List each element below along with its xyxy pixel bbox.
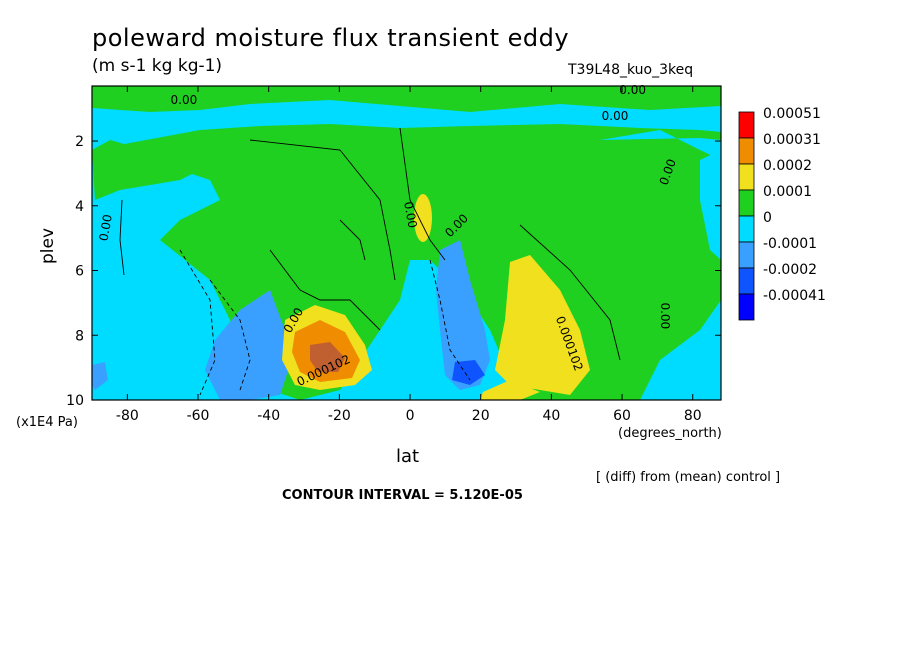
contour-line xyxy=(179,249,216,396)
fill-top-band xyxy=(92,86,721,112)
contour-label: 0.00 xyxy=(97,213,115,242)
contour-line xyxy=(119,199,125,276)
x-axis-units: (degrees_north) xyxy=(618,426,722,441)
contour-lines xyxy=(119,127,621,396)
contour-fill xyxy=(92,86,721,400)
legend-label: 0.00031 xyxy=(763,132,821,148)
fill-left-small-negative xyxy=(92,362,108,390)
legend-label: 0.00051 xyxy=(763,106,821,122)
legend: 0.00051 0.00031 0.0002 0.0001 0 -0.0001 -0.000… xyxy=(738,106,826,321)
y-tick-label: 10 xyxy=(66,393,84,409)
legend-swatch xyxy=(738,137,755,165)
contour-label: 0.00 xyxy=(401,200,419,229)
x-tick-label: 0 xyxy=(406,408,415,424)
x-tick-label: 20 xyxy=(472,408,490,424)
fill-sh-positive-core xyxy=(310,342,345,372)
plot-frame xyxy=(91,85,722,401)
contour-interval: CONTOUR INTERVAL = 5.120E-05 xyxy=(282,488,523,503)
fill-sh-negative-lobe xyxy=(205,290,290,400)
y-tick-label: 8 xyxy=(75,328,84,344)
y-tick-label: 4 xyxy=(75,199,84,215)
contour-line xyxy=(269,249,381,331)
contour-label: 0.00 xyxy=(171,93,198,107)
x-tick-label: -40 xyxy=(257,408,280,424)
legend-label: -0.0001 xyxy=(763,236,817,252)
y-tick-label: 6 xyxy=(75,264,84,280)
fill-right-negative-mid xyxy=(700,150,721,260)
run-id: T39L48_kuo_3keq xyxy=(568,62,694,78)
legend-label: 0 xyxy=(763,210,772,226)
legend-swatch xyxy=(738,215,755,243)
legend-swatch xyxy=(738,163,755,191)
x-axis-label: lat xyxy=(396,446,420,467)
legend-swatch xyxy=(738,267,755,295)
fill-nh-strong-negative xyxy=(452,360,485,385)
contour-line xyxy=(209,279,251,391)
y-tick-label: 2 xyxy=(75,134,84,150)
legend-swatch xyxy=(738,293,755,321)
x-tick-label: -80 xyxy=(116,408,139,424)
fill-right-negative-upper xyxy=(600,130,721,160)
chart-title: poleward moisture flux transient eddy xyxy=(92,24,570,52)
diff-note: [ (diff) from (mean) control ] xyxy=(596,470,781,485)
legend-swatch xyxy=(738,189,755,217)
x-tick-label: -60 xyxy=(187,408,210,424)
fill-left-positive xyxy=(92,140,200,200)
x-tick-label: 60 xyxy=(613,408,631,424)
legend-swatch xyxy=(738,241,755,269)
legend-label: -0.00041 xyxy=(763,288,826,304)
fill-equator-positive-blob xyxy=(414,194,432,242)
legend-swatch xyxy=(738,111,755,139)
chart-units: (m s-1 kg kg-1) xyxy=(92,56,223,76)
contour-label: 0.00 xyxy=(619,83,646,97)
x-tick-label: 80 xyxy=(684,408,702,424)
contour-labels: 0.000.000.000.00 0.00 0.000.000.000.00 0.00… xyxy=(97,83,679,389)
contour-line xyxy=(339,219,366,261)
fill-nh-negative-lobe xyxy=(436,240,490,390)
contour-line xyxy=(429,259,471,381)
contour-label: 0.00 xyxy=(602,109,629,123)
y-axis: 2 4 6 8 10 xyxy=(66,134,721,409)
contour-line xyxy=(519,224,621,361)
x-axis: -80 -60 -40 -20 0 20 40 60 80 xyxy=(116,86,702,424)
contour-line xyxy=(249,139,396,281)
contour-label: 0.00 xyxy=(658,302,672,329)
y-axis-units: (x1E4 Pa) xyxy=(16,415,78,430)
legend-label: 0.0001 xyxy=(763,184,812,200)
fill-nh-positive-lobe xyxy=(495,255,590,395)
fill-nh-positive-base xyxy=(480,380,540,400)
legend-label: 0.0002 xyxy=(763,158,812,174)
legend-label: -0.0002 xyxy=(763,262,817,278)
x-tick-label: 40 xyxy=(542,408,560,424)
contour-line xyxy=(399,127,446,261)
x-tick-label: -20 xyxy=(328,408,351,424)
